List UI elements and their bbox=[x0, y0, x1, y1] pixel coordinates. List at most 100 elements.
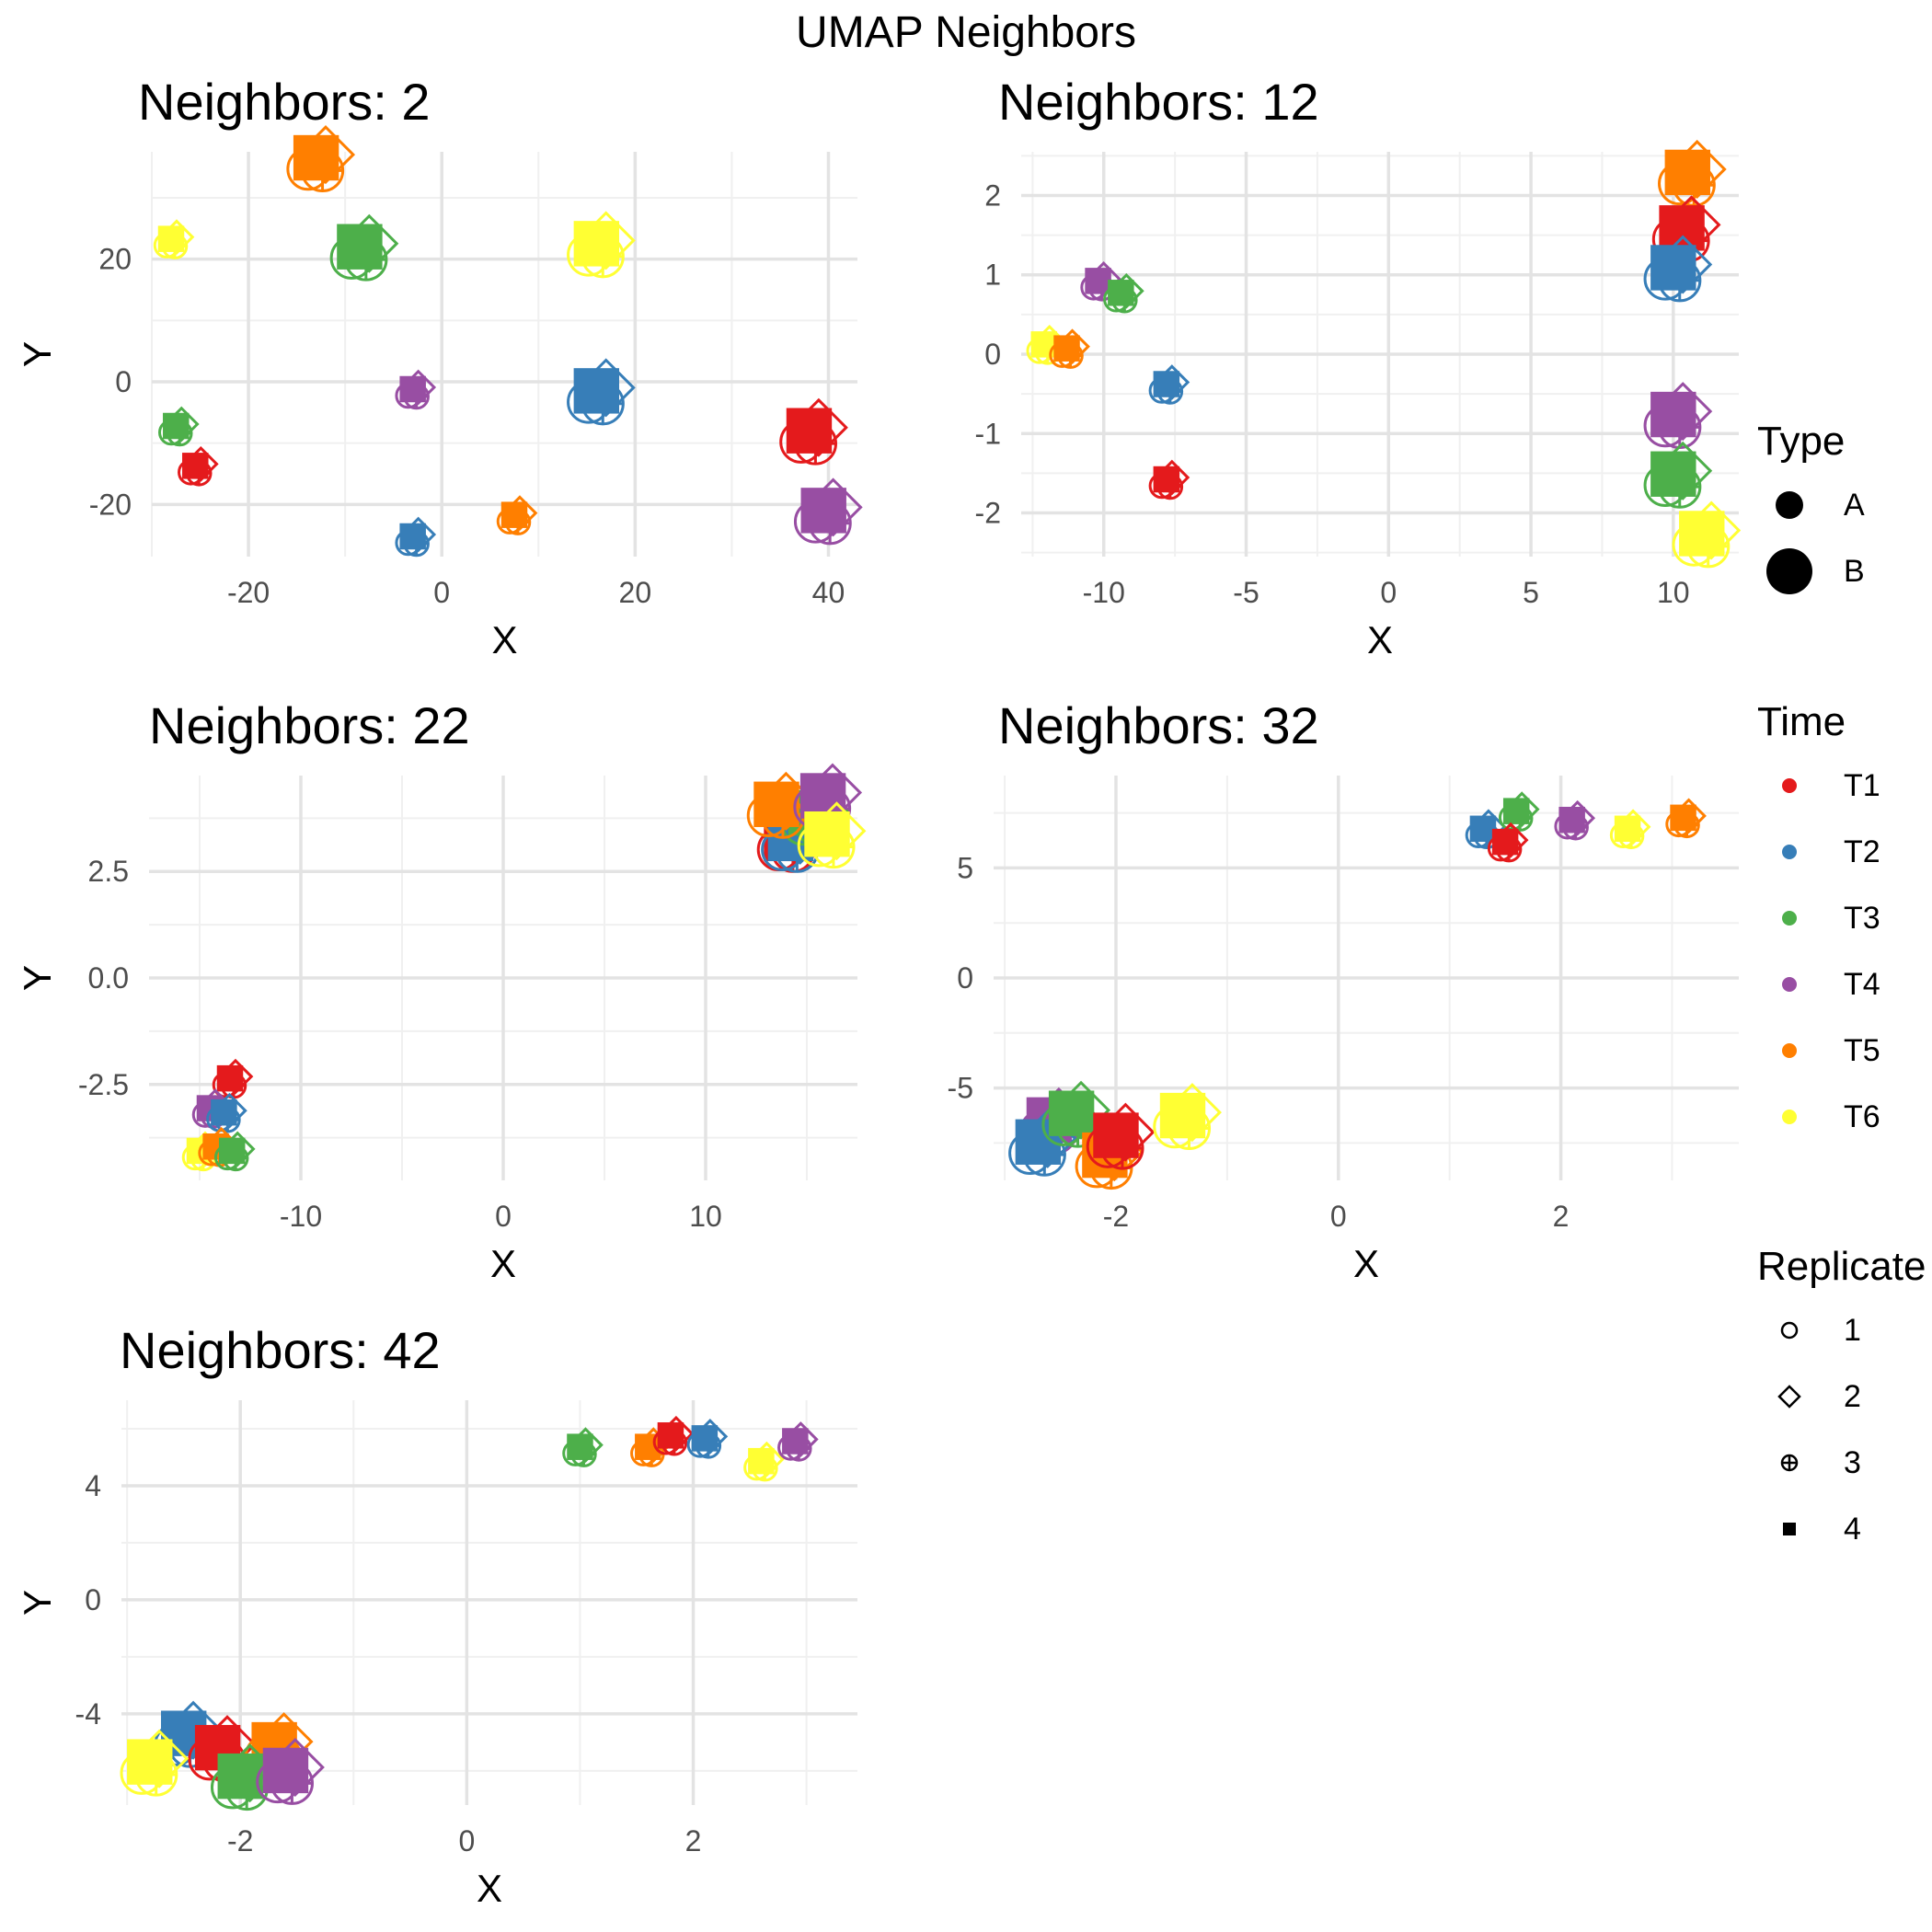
scatter-point bbox=[337, 224, 383, 270]
legend-replicate-3: 3 bbox=[1757, 1430, 1926, 1496]
point-cluster-t3-b bbox=[1643, 441, 1713, 509]
scatter-point bbox=[211, 1098, 237, 1126]
scatter-point bbox=[567, 1433, 593, 1460]
x-axis-label: X bbox=[491, 618, 517, 661]
scatter-point bbox=[1664, 149, 1710, 196]
y-tick-label: 20 bbox=[98, 243, 132, 276]
panel-4: -2 0 2 -5 0 5 X Y bbox=[16, 776, 1739, 1285]
point-cluster-t6-a bbox=[743, 1441, 785, 1482]
x-tick-label: 10 bbox=[689, 1200, 722, 1233]
color-dot-icon bbox=[1757, 891, 1812, 946]
y-tick-label: 0.0 bbox=[88, 961, 129, 995]
scatter-point bbox=[1502, 798, 1530, 824]
legend-replicate-2: 2 bbox=[1757, 1363, 1926, 1430]
point-cluster-t6-b bbox=[567, 211, 636, 279]
point-cluster-t3-b bbox=[210, 1743, 280, 1811]
point-cluster-t5-a bbox=[496, 495, 538, 535]
point-cluster-t6-a bbox=[153, 219, 195, 259]
legend-time-t2: T2 bbox=[1757, 819, 1880, 885]
y-tick-label: 4 bbox=[85, 1469, 101, 1502]
legend-time-t4: T4 bbox=[1757, 951, 1880, 1018]
scatter-point bbox=[1614, 815, 1641, 843]
point-cluster-t3-b bbox=[329, 213, 399, 282]
point-cluster-t4-a bbox=[1554, 799, 1596, 841]
panel-3: -10 0 10 -2.5 0.0 2.5 X Y bbox=[16, 763, 867, 1285]
scatter-point bbox=[1650, 391, 1696, 438]
point-cluster-t1-a bbox=[1487, 822, 1529, 863]
point-cluster-t5-b bbox=[1658, 139, 1727, 207]
scatter-point bbox=[573, 368, 620, 414]
legend-time-label: T4 bbox=[1844, 966, 1880, 1002]
point-cluster-t3-a bbox=[158, 406, 200, 447]
legend-time-label: T5 bbox=[1844, 1032, 1880, 1068]
y-tick-label: 0 bbox=[984, 338, 1001, 371]
point-cluster-t1-b bbox=[1086, 1102, 1156, 1170]
y-tick-label: 0 bbox=[85, 1583, 101, 1616]
legend-type-title: Type bbox=[1757, 419, 1846, 464]
open-diamond-icon bbox=[1757, 1369, 1812, 1424]
figure-title: UMAP Neighbors bbox=[796, 8, 1136, 57]
point-cluster-t2-a bbox=[686, 1419, 729, 1459]
scatter-point bbox=[753, 781, 799, 827]
point-cluster-t2-a bbox=[1148, 364, 1190, 405]
legend-time-title: Time bbox=[1757, 699, 1846, 744]
y-tick-label: -2 bbox=[975, 497, 1001, 530]
point-cluster-t6-b bbox=[797, 801, 867, 869]
color-dot-icon bbox=[1757, 758, 1812, 813]
scatter-point bbox=[182, 453, 209, 479]
point-cluster-t5-a bbox=[1049, 328, 1090, 369]
scatter-point bbox=[293, 134, 339, 181]
y-axis-label: Y bbox=[16, 965, 59, 991]
x-tick-label: -5 bbox=[1233, 576, 1259, 609]
point-cluster-t5-a bbox=[1665, 798, 1707, 839]
scatter-point bbox=[218, 1137, 246, 1165]
scatter-point bbox=[691, 1425, 719, 1452]
point-cluster-t4-b bbox=[256, 1737, 325, 1805]
scatter-point bbox=[163, 412, 190, 440]
x-tick-label: -10 bbox=[280, 1200, 322, 1233]
scatter-point bbox=[573, 221, 620, 267]
filled-square-icon bbox=[1757, 1501, 1812, 1557]
panel-title-5: Neighbors: 42 bbox=[120, 1321, 441, 1379]
y-tick-label: -4 bbox=[75, 1697, 101, 1731]
scatter-point bbox=[1085, 268, 1111, 294]
scatter-point bbox=[1558, 806, 1585, 834]
point-cluster-t1-a bbox=[652, 1415, 695, 1456]
scatter-point bbox=[1159, 1092, 1206, 1139]
point-cluster-t2-a bbox=[395, 516, 437, 558]
scatter-point bbox=[1108, 280, 1134, 306]
legend-time-t1: T1 bbox=[1757, 753, 1880, 819]
point-cluster-t3-a bbox=[562, 1427, 604, 1467]
legend-type-b: B bbox=[1757, 538, 1865, 604]
point-cluster-t2-b bbox=[567, 358, 636, 426]
scatter-point bbox=[1659, 205, 1705, 251]
open-circle-icon bbox=[1757, 1303, 1812, 1358]
color-dot-icon bbox=[1757, 1089, 1812, 1144]
legend-time-label: T2 bbox=[1844, 834, 1880, 869]
legend-replicate-title: Replicate bbox=[1757, 1244, 1926, 1289]
legend-type-b-label: B bbox=[1844, 553, 1865, 589]
y-axis-label: Y bbox=[16, 1590, 59, 1616]
point-cluster-t6-b bbox=[120, 1729, 190, 1797]
panel-1: -20 0 20 40 -20 0 20 X Y bbox=[16, 125, 863, 661]
legend-type-a: A bbox=[1757, 472, 1865, 538]
x-axis-label: X bbox=[1353, 1242, 1379, 1285]
legend-time-t6: T6 bbox=[1757, 1084, 1880, 1150]
point-cluster-t6-b bbox=[1153, 1083, 1222, 1151]
scatter-point bbox=[748, 1447, 775, 1475]
x-tick-label: 0 bbox=[1380, 576, 1397, 609]
color-dot-icon bbox=[1757, 824, 1812, 880]
y-tick-label: 0 bbox=[115, 365, 132, 398]
y-tick-label: 1 bbox=[984, 259, 1001, 292]
x-tick-label: 10 bbox=[1657, 576, 1690, 609]
y-tick-label: 2 bbox=[984, 178, 1001, 212]
panel-title-3: Neighbors: 22 bbox=[149, 696, 470, 754]
point-cluster-t6-b bbox=[1672, 500, 1742, 569]
point-cluster-t3-a bbox=[1103, 272, 1144, 314]
legend-circle-small-icon bbox=[1757, 477, 1812, 533]
panel-title-4: Neighbors: 32 bbox=[998, 696, 1319, 754]
point-cluster-t4-a bbox=[777, 1421, 819, 1462]
legend-replicate-4: 4 bbox=[1757, 1496, 1926, 1562]
scatter-point bbox=[1153, 371, 1180, 397]
